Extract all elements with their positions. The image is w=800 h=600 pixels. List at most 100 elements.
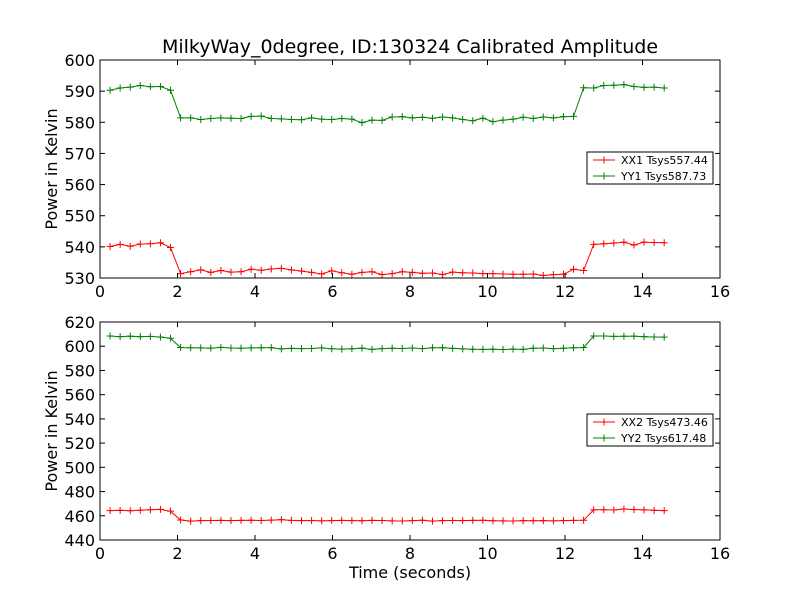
legend-label: XX2 Tsys473.46 — [621, 416, 708, 429]
data-point — [650, 238, 658, 246]
x-tick-label: 12 — [555, 282, 575, 301]
data-point — [177, 114, 185, 122]
data-point — [267, 265, 275, 273]
data-point — [620, 238, 628, 246]
data-point — [267, 344, 275, 352]
data-point — [308, 517, 316, 525]
data-point — [116, 240, 124, 248]
data-point — [428, 344, 436, 352]
data-point — [529, 115, 537, 123]
legend-marker — [600, 418, 608, 426]
legend-label: YY2 Tsys617.48 — [620, 432, 706, 445]
data-point — [428, 269, 436, 277]
data-point — [378, 345, 386, 353]
data-point — [449, 517, 457, 525]
data-point — [459, 269, 467, 277]
data-point — [610, 506, 618, 514]
x-tick-label: 8 — [405, 282, 415, 301]
data-point — [217, 114, 225, 122]
data-point — [388, 270, 396, 278]
data-point — [267, 516, 275, 524]
y-axis-label: Power in Kelvin — [42, 108, 61, 229]
data-point — [469, 345, 477, 353]
legend-marker — [600, 172, 608, 180]
data-point — [328, 115, 336, 123]
data-point — [539, 517, 547, 525]
data-point — [187, 114, 195, 122]
x-tick-label: 2 — [172, 282, 182, 301]
data-point — [287, 516, 295, 524]
data-point — [126, 332, 134, 340]
legend-bottom: XX2 Tsys473.46 YY2 Tsys617.48 — [586, 413, 714, 447]
data-point — [237, 115, 245, 123]
data-point — [318, 517, 326, 525]
data-point — [590, 240, 598, 248]
chart-top: MilkyWay_0degree, ID:130324 Calibrated A… — [42, 36, 730, 301]
x-tick-label: 16 — [710, 544, 730, 563]
x-axis-label: Time (seconds) — [348, 563, 471, 582]
data-point — [408, 114, 416, 122]
y-tick-label: 580 — [64, 113, 95, 132]
data-point — [368, 345, 376, 353]
y-tick-label: 570 — [64, 144, 95, 163]
data-point — [439, 517, 447, 525]
data-point — [247, 516, 255, 524]
data-point — [408, 344, 416, 352]
y-tick-label: 550 — [64, 207, 95, 226]
data-point — [207, 344, 215, 352]
data-point — [338, 516, 346, 524]
data-point — [600, 332, 608, 340]
x-tick-label: 10 — [477, 282, 497, 301]
data-point — [217, 516, 225, 524]
plot-area-bottom: 0 2 4 6 8 10 12 14 16 440 460 480 500 520 540 560 580 600… — [64, 313, 730, 563]
data-point — [217, 343, 225, 351]
data-point — [469, 516, 477, 524]
data-point — [267, 115, 275, 123]
data-point — [348, 270, 356, 278]
data-point — [529, 517, 537, 525]
data-point — [418, 516, 426, 524]
data-point — [116, 84, 124, 92]
data-point — [398, 517, 406, 525]
data-point — [257, 344, 265, 352]
data-point — [227, 517, 235, 525]
data-point — [519, 270, 527, 278]
x-tick-label: 6 — [327, 544, 337, 563]
data-point — [197, 266, 205, 274]
data-point — [660, 84, 668, 92]
data-point — [318, 344, 326, 352]
data-point — [590, 506, 598, 514]
x-tick-label: 14 — [632, 544, 652, 563]
data-point — [146, 83, 154, 91]
data-point — [308, 268, 316, 276]
data-point — [469, 117, 477, 125]
data-point — [287, 266, 295, 274]
x-tick-label: 0 — [95, 544, 105, 563]
data-point — [156, 505, 164, 513]
data-point — [298, 267, 305, 275]
data-point — [298, 345, 305, 353]
data-point — [459, 517, 467, 525]
y-tick-label: 500 — [64, 458, 95, 477]
data-point — [378, 517, 386, 525]
data-point — [388, 113, 396, 121]
x-tick-label: 6 — [327, 282, 337, 301]
data-point — [328, 517, 336, 525]
data-point — [368, 268, 376, 276]
data-point — [660, 333, 668, 341]
data-point — [499, 345, 507, 353]
data-point — [600, 506, 608, 514]
data-point — [499, 270, 507, 278]
data-point — [358, 119, 366, 127]
data-point — [156, 82, 164, 90]
x-tick-label: 4 — [250, 282, 260, 301]
data-point — [519, 113, 527, 121]
x-tick-label: 12 — [555, 544, 575, 563]
data-point — [529, 270, 537, 278]
data-point — [167, 334, 175, 342]
y-tick-label: 620 — [64, 313, 95, 332]
data-point — [277, 345, 285, 353]
data-point — [207, 268, 215, 276]
data-point — [227, 268, 235, 276]
data-point — [509, 345, 517, 353]
